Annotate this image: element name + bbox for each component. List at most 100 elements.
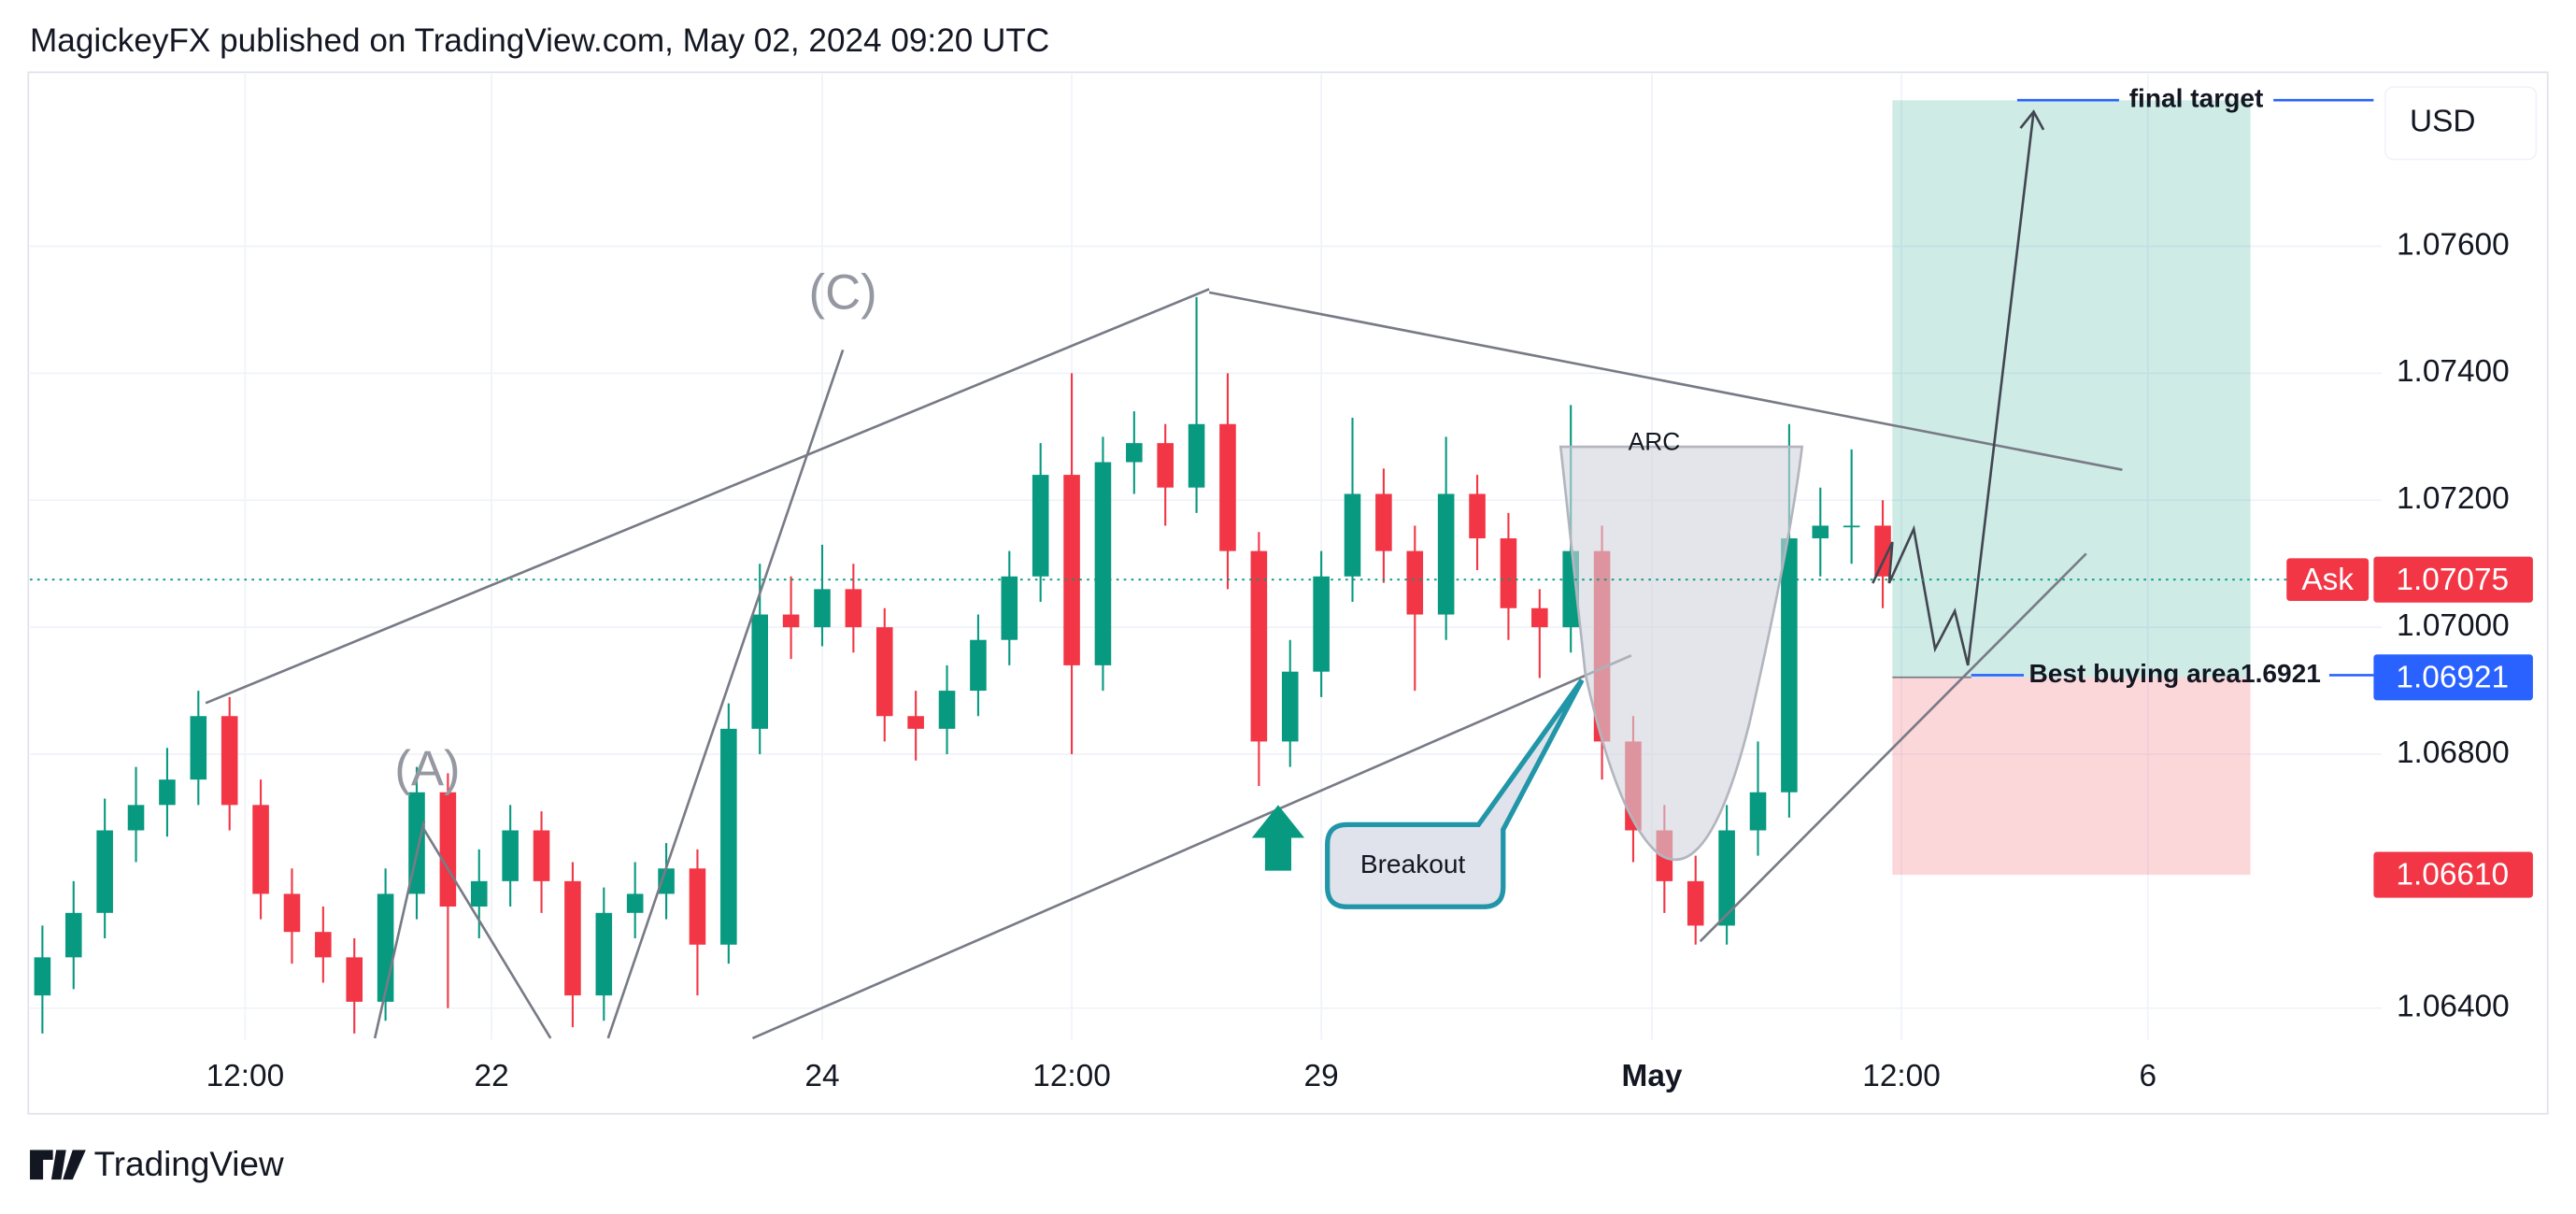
candle-body — [689, 868, 706, 945]
candle-body — [1063, 475, 1080, 665]
trend-line — [205, 288, 1210, 705]
candle-body — [1874, 525, 1891, 577]
candle-body — [502, 830, 519, 881]
price-name-box — [2286, 558, 2370, 602]
candle-body — [1469, 493, 1486, 539]
candle-body — [1344, 493, 1361, 577]
price-box — [2373, 654, 2533, 701]
candle-body — [970, 639, 987, 692]
candle-body — [720, 728, 737, 945]
callout — [1325, 678, 1585, 909]
position-box — [1892, 100, 2251, 876]
x-tick-label: 12:00 — [1032, 1059, 1111, 1093]
candle-body — [190, 716, 207, 780]
candle-body — [1032, 475, 1049, 577]
arc-label: ARC — [1629, 428, 1681, 456]
arrow-head — [2019, 109, 2045, 131]
wave-line — [373, 821, 426, 1039]
candle-body — [564, 880, 581, 996]
brand: TradingView — [94, 1145, 284, 1183]
header-title: MagickeyFX published on TradingView.com,… — [30, 22, 1049, 59]
x-tick-label: 24 — [804, 1059, 839, 1093]
trend-line — [1699, 552, 2087, 943]
target-label: final target — [2129, 84, 2264, 113]
candle-body — [845, 589, 862, 628]
currency-button[interactable] — [2384, 86, 2538, 161]
brand-logo — [30, 1150, 86, 1180]
candle-body — [1188, 423, 1205, 488]
trend-line — [751, 654, 1632, 1040]
candle-body — [159, 779, 176, 806]
candle-body — [1812, 525, 1829, 539]
candle-body — [533, 830, 550, 881]
y-tick-label: 1.07600 — [2397, 227, 2510, 262]
candle-body — [1281, 671, 1299, 742]
arc-shape — [1558, 445, 1804, 861]
candle-body — [127, 805, 145, 831]
x-tick-label: 12:00 — [1862, 1059, 1941, 1093]
candle-body — [470, 880, 488, 907]
candles — [34, 296, 1891, 1034]
wave-label: (A) — [394, 741, 460, 796]
candle-body — [34, 957, 51, 996]
x-tick-label: 6 — [2140, 1059, 2157, 1093]
candle-body — [377, 893, 394, 1002]
wave-label: (C) — [809, 264, 877, 320]
loss-zone — [1892, 677, 2251, 876]
entry-label: Best buying area1.6921 — [2028, 659, 2320, 688]
candle-body — [283, 893, 301, 933]
candle-body — [938, 691, 956, 729]
candle-body — [626, 893, 644, 913]
callout-label: Breakout — [1360, 850, 1466, 878]
price-label: 1.06921 — [2396, 660, 2509, 694]
candle-body — [1500, 538, 1517, 608]
candle-body — [658, 868, 675, 894]
price-label: 1.07075 — [2396, 563, 2509, 597]
candle-body — [1001, 576, 1018, 640]
price-label: 1.06610 — [2396, 858, 2509, 893]
y-tick-label: 1.06400 — [2397, 990, 2510, 1024]
currency-label: USD — [2410, 105, 2475, 139]
candle-body — [907, 716, 924, 729]
candle-body — [346, 957, 363, 1002]
y-tick-label: 1.07200 — [2397, 481, 2510, 516]
drawings — [205, 98, 2374, 1040]
arrow-up — [1251, 805, 1305, 871]
x-tick-label: 22 — [475, 1059, 509, 1093]
pane-border — [27, 71, 2549, 1115]
price-name: Ask — [2301, 563, 2354, 597]
y-tick-label: 1.06800 — [2397, 736, 2510, 770]
candle-body — [439, 792, 457, 907]
candle-body — [1313, 576, 1330, 672]
projection-path — [1872, 111, 2035, 666]
y-tick-label: 1.07000 — [2397, 608, 2510, 643]
candle-body — [1126, 443, 1143, 463]
candle-body — [875, 627, 893, 717]
trend-line — [1208, 291, 2123, 472]
axes: 1.06400 1.06800 1.07000 1.07200 1.07400 1.076… — [30, 227, 2533, 1093]
candle-body — [751, 614, 769, 729]
candle-body — [1718, 830, 1735, 926]
candle-body — [1157, 443, 1174, 488]
candle-body — [782, 614, 800, 628]
x-tick-label: May — [1622, 1059, 1683, 1093]
candle-body — [1531, 607, 1548, 628]
candle-body — [1843, 525, 1860, 528]
candle-body — [96, 830, 113, 913]
x-tick-label: 29 — [1304, 1059, 1339, 1093]
candle-body — [315, 932, 332, 958]
candle-body — [64, 912, 82, 958]
price-box — [2373, 556, 2533, 603]
wave-line — [422, 828, 552, 1039]
candle-body — [1686, 880, 1704, 926]
candle-body — [1406, 550, 1424, 615]
candle-body — [1781, 538, 1798, 793]
x-tick-label: 12:00 — [206, 1059, 285, 1093]
candle-body — [1375, 493, 1392, 551]
candle-body — [1749, 792, 1767, 831]
candle-body — [252, 805, 269, 894]
candle-body — [814, 589, 831, 628]
candle-body — [221, 716, 238, 806]
